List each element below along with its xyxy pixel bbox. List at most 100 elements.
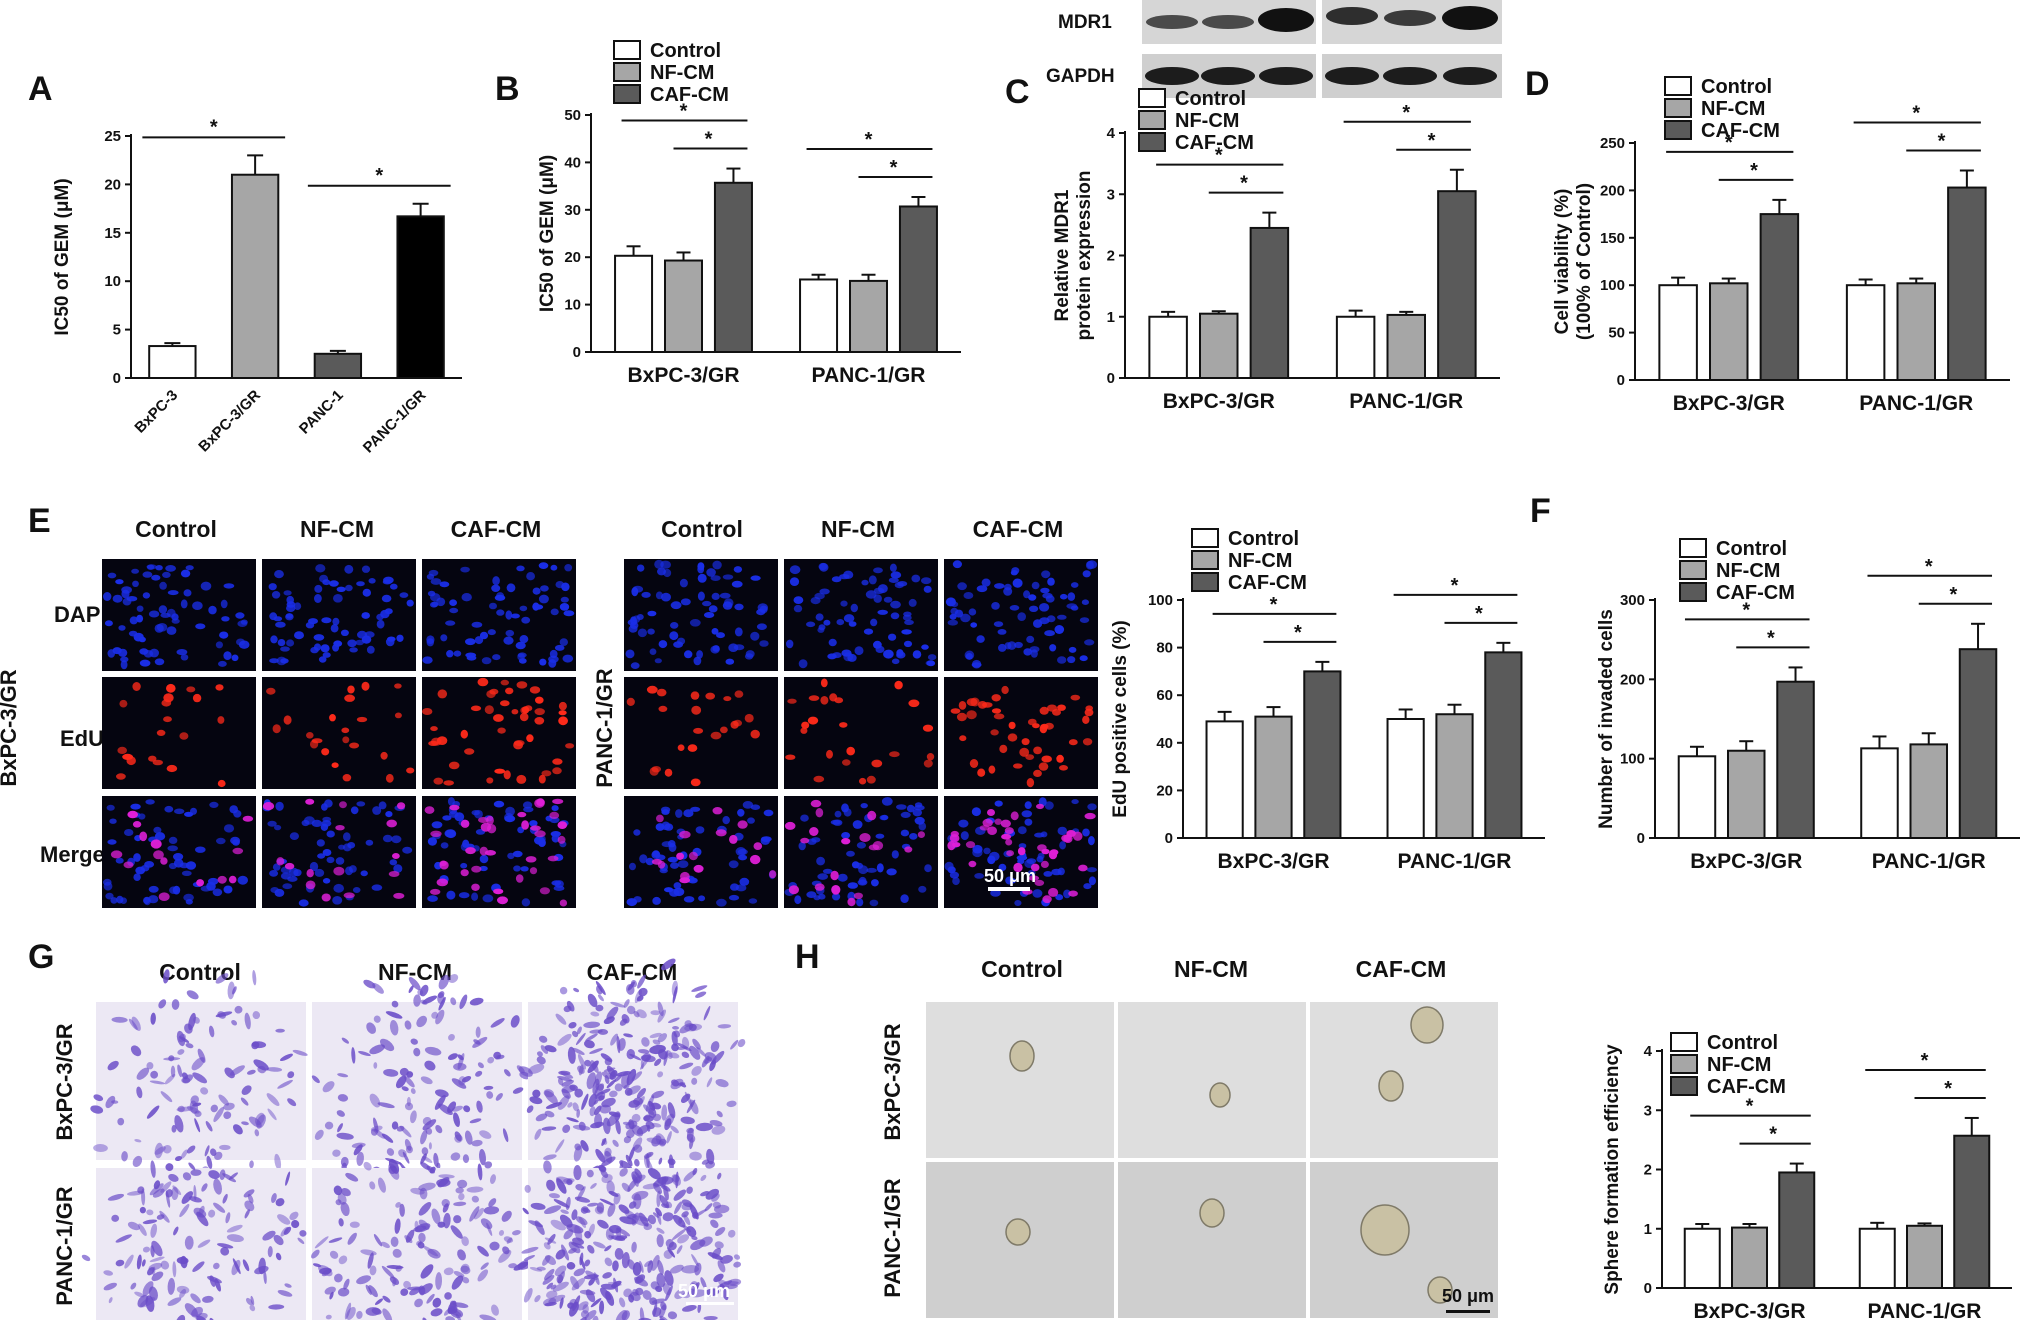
invaded-cell xyxy=(165,1163,174,1172)
cell-nucleus xyxy=(217,716,225,724)
cell-nucleus xyxy=(1031,581,1040,590)
invaded-cell xyxy=(524,1184,531,1193)
invaded-cell xyxy=(328,1237,343,1243)
cell-nucleus xyxy=(839,722,848,728)
invaded-cell xyxy=(614,1083,623,1092)
cell-nucleus xyxy=(871,759,883,768)
invaded-cell xyxy=(405,1145,413,1154)
cell-nucleus xyxy=(500,700,510,707)
cell-nucleus xyxy=(166,626,177,635)
invaded-cell xyxy=(714,1241,724,1249)
cell-nucleus xyxy=(152,759,163,766)
invaded-cell xyxy=(202,1295,214,1303)
cell-nucleus xyxy=(356,581,365,587)
cell-nucleus xyxy=(513,740,523,750)
cell-nucleus xyxy=(963,592,974,599)
cell-nucleus xyxy=(352,887,361,893)
cell-nucleus xyxy=(994,583,1005,589)
cell-nucleus xyxy=(162,571,171,579)
invaded-cell xyxy=(271,1193,277,1203)
cell-nucleus xyxy=(538,562,549,569)
cell-nucleus xyxy=(466,655,477,661)
invaded-cell xyxy=(636,995,644,1002)
cell-nucleus xyxy=(217,779,226,788)
cell-nucleus xyxy=(856,898,864,907)
legend-label: CAF-CM xyxy=(1707,1076,1786,1098)
invaded-cell xyxy=(447,1306,458,1315)
cell-nucleus xyxy=(116,773,126,780)
invaded-cell xyxy=(534,1220,545,1235)
invaded-cell xyxy=(522,1207,529,1215)
cell-nucleus xyxy=(200,581,212,591)
western-blot: MDR1 GAPDH xyxy=(1046,0,1502,98)
invaded-cell xyxy=(233,1124,243,1135)
invaded-cell xyxy=(165,1189,173,1198)
invaded-cell xyxy=(545,1290,558,1299)
invaded-cell xyxy=(214,1151,223,1161)
y-tick-label: 10 xyxy=(104,273,121,290)
invaded-cell xyxy=(479,1149,487,1166)
cell-nucleus xyxy=(679,578,688,588)
cell-nucleus xyxy=(430,578,442,585)
cell-nucleus xyxy=(1057,614,1067,620)
cell-nucleus xyxy=(270,887,280,893)
cell-nucleus xyxy=(521,820,529,830)
h-image-grid xyxy=(926,1002,1498,1318)
invaded-cell xyxy=(130,1045,142,1057)
invaded-cell xyxy=(616,1071,632,1077)
y-tick-label: 3 xyxy=(1107,186,1115,203)
invaded-cell xyxy=(176,1030,186,1047)
cell-nucleus xyxy=(1057,656,1067,664)
invaded-cell xyxy=(176,1285,190,1294)
legend-swatch xyxy=(1664,98,1692,118)
cell-nucleus xyxy=(284,862,295,870)
cell-nucleus xyxy=(997,629,1007,635)
cell-nucleus xyxy=(763,809,774,817)
cell-nucleus xyxy=(745,650,755,658)
invaded-cell xyxy=(597,994,604,1002)
cell-nucleus xyxy=(834,810,842,818)
cell-nucleus xyxy=(344,694,355,702)
cell-nucleus xyxy=(787,698,797,704)
invaded-cell xyxy=(455,1187,464,1194)
cell-nucleus xyxy=(289,832,299,840)
invaded-cell xyxy=(649,1032,662,1039)
cell-nucleus xyxy=(520,866,529,872)
cell-nucleus xyxy=(630,621,639,630)
cell-nucleus xyxy=(147,564,155,570)
cell-nucleus xyxy=(280,646,290,652)
invaded-cell xyxy=(593,1105,602,1116)
e-col-label-nfcm-left: NF-CM xyxy=(300,516,374,542)
bar xyxy=(614,254,654,353)
invaded-cell xyxy=(656,1211,662,1225)
cell-nucleus xyxy=(991,602,1000,610)
invaded-cell xyxy=(699,1236,713,1247)
cell-nucleus xyxy=(737,808,745,817)
cell-nucleus xyxy=(1006,850,1014,857)
legend-swatch xyxy=(613,84,641,104)
y-tick-label: 4 xyxy=(1644,1043,1653,1060)
g-col-label-control: Control xyxy=(159,959,241,985)
cell-nucleus xyxy=(126,596,138,602)
cell-nucleus xyxy=(321,748,330,756)
cell-nucleus xyxy=(708,605,718,613)
cell-nucleus xyxy=(124,829,134,836)
cell-nucleus xyxy=(710,731,722,740)
cell-nucleus xyxy=(1001,685,1009,695)
cell-nucleus xyxy=(461,593,472,602)
invaded-cell xyxy=(692,1211,699,1219)
invaded-cell xyxy=(418,1232,426,1243)
cell-nucleus xyxy=(1040,587,1050,594)
bar xyxy=(664,259,703,354)
panel-letter-a: A xyxy=(28,70,53,108)
invaded-cell xyxy=(543,1160,552,1174)
cell-nucleus xyxy=(756,609,766,616)
invaded-cell xyxy=(171,999,180,1010)
invaded-cell xyxy=(292,1049,308,1056)
cell-nucleus xyxy=(875,833,885,839)
cell-nucleus xyxy=(378,801,387,810)
cell-nucleus xyxy=(925,660,935,666)
invaded-cell xyxy=(356,1310,363,1320)
cell-nucleus xyxy=(723,696,732,702)
invaded-cell xyxy=(471,1195,480,1203)
